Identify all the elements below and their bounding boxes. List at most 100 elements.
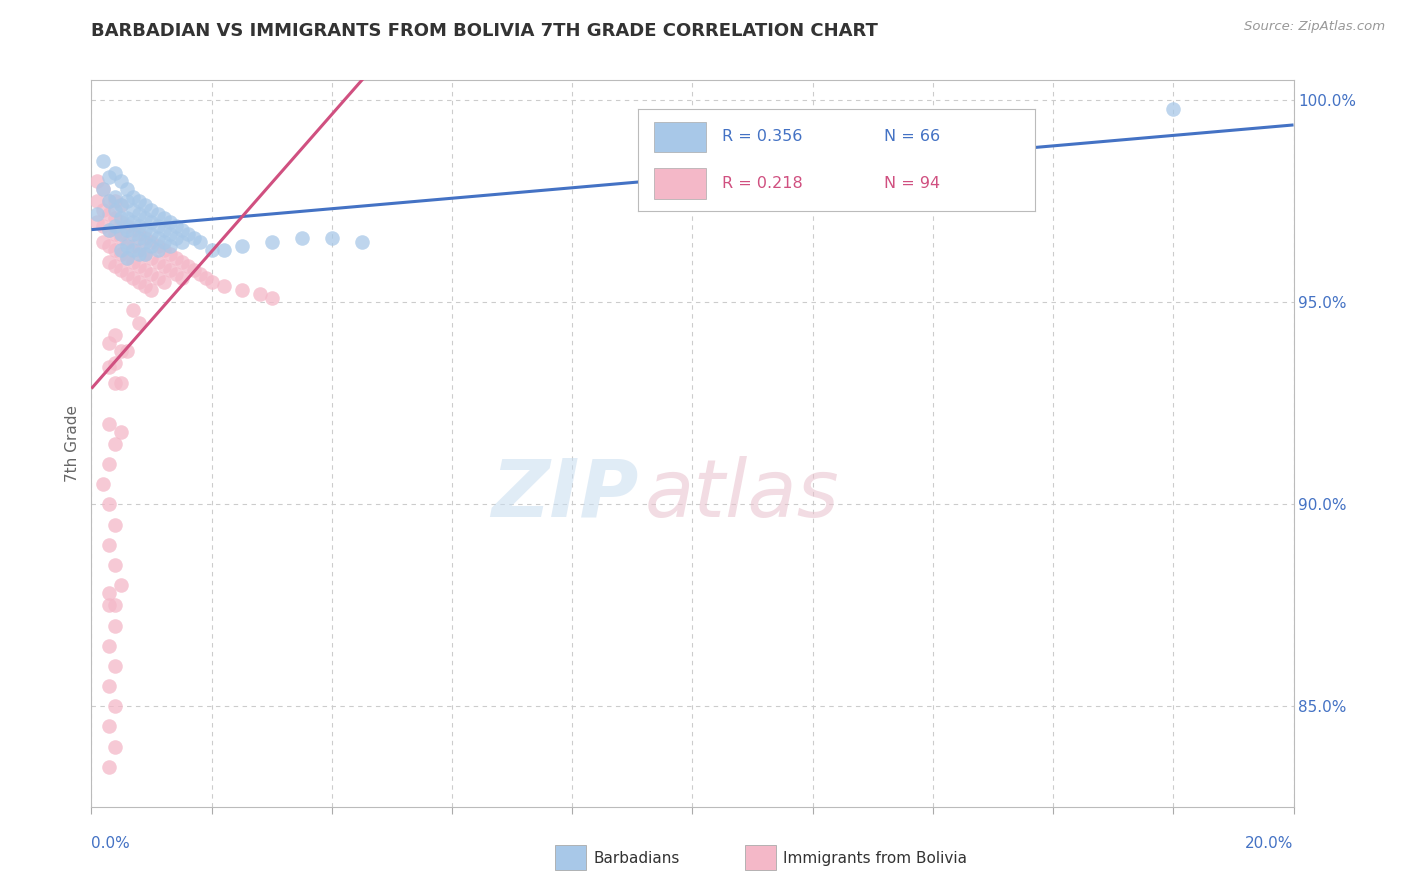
Point — [141, 235, 163, 249]
Point — [104, 166, 127, 180]
Point — [104, 243, 127, 257]
Text: ZIP: ZIP — [491, 456, 638, 533]
Point — [128, 275, 150, 289]
Point — [122, 214, 145, 228]
Point — [98, 417, 121, 431]
Point — [134, 279, 156, 293]
Point — [128, 243, 150, 257]
Point — [86, 214, 108, 228]
Point — [188, 267, 211, 281]
Point — [170, 223, 193, 237]
Point — [194, 271, 217, 285]
Point — [188, 235, 211, 249]
Point — [231, 283, 253, 297]
Point — [117, 194, 139, 209]
Point — [122, 227, 145, 241]
Point — [152, 235, 174, 249]
Point — [104, 376, 127, 391]
Point — [104, 739, 127, 754]
Point — [98, 223, 121, 237]
Point — [152, 223, 174, 237]
Point — [110, 211, 132, 225]
Point — [104, 436, 127, 450]
Point — [93, 202, 115, 217]
Point — [117, 251, 139, 265]
Point — [134, 235, 156, 249]
Point — [128, 247, 150, 261]
Point — [104, 190, 127, 204]
Point — [122, 239, 145, 253]
Point — [134, 231, 156, 245]
Text: atlas: atlas — [644, 456, 839, 533]
Point — [98, 639, 121, 653]
Point — [122, 190, 145, 204]
Point — [128, 316, 150, 330]
Point — [141, 227, 163, 241]
Point — [128, 227, 150, 241]
Point — [98, 223, 121, 237]
Point — [98, 679, 121, 693]
Point — [104, 699, 127, 714]
Point — [117, 343, 139, 358]
Point — [159, 214, 181, 228]
Point — [110, 343, 132, 358]
Point — [291, 231, 314, 245]
Point — [122, 202, 145, 217]
Point — [165, 267, 187, 281]
Point — [141, 202, 163, 217]
Point — [170, 235, 193, 249]
Point — [201, 243, 224, 257]
Point — [212, 279, 235, 293]
Point — [98, 760, 121, 774]
Point — [104, 618, 127, 632]
Point — [152, 211, 174, 225]
Point — [98, 719, 121, 733]
Point — [122, 255, 145, 269]
Text: 0.0%: 0.0% — [91, 837, 131, 851]
Point — [110, 578, 132, 592]
Point — [93, 219, 115, 233]
Text: BARBADIAN VS IMMIGRANTS FROM BOLIVIA 7TH GRADE CORRELATION CHART: BARBADIAN VS IMMIGRANTS FROM BOLIVIA 7TH… — [91, 22, 879, 40]
Point — [110, 227, 132, 241]
Point — [146, 206, 169, 220]
Point — [117, 223, 139, 237]
Point — [110, 231, 132, 245]
Point — [110, 376, 132, 391]
Point — [86, 194, 108, 209]
Point — [159, 227, 181, 241]
Point — [165, 231, 187, 245]
Y-axis label: 7th Grade: 7th Grade — [65, 405, 80, 483]
Point — [146, 243, 169, 257]
Point — [93, 154, 115, 169]
Point — [110, 198, 132, 212]
Point — [98, 359, 121, 374]
Point — [134, 263, 156, 277]
Point — [165, 251, 187, 265]
Point — [152, 259, 174, 273]
Point — [104, 227, 127, 241]
Point — [170, 271, 193, 285]
Point — [98, 497, 121, 511]
Point — [104, 558, 127, 572]
Point — [110, 214, 132, 228]
Point — [117, 267, 139, 281]
Point — [110, 425, 132, 439]
Point — [321, 231, 343, 245]
Point — [128, 206, 150, 220]
Point — [117, 239, 139, 253]
Point — [86, 174, 108, 188]
Point — [98, 239, 121, 253]
Point — [98, 586, 121, 600]
Point — [104, 219, 127, 233]
Point — [152, 275, 174, 289]
Point — [201, 275, 224, 289]
Point — [134, 198, 156, 212]
Point — [134, 223, 156, 237]
Point — [128, 259, 150, 273]
Point — [98, 206, 121, 220]
Point — [122, 223, 145, 237]
Point — [117, 211, 139, 225]
Point — [117, 235, 139, 249]
Point — [141, 239, 163, 253]
Point — [104, 599, 127, 613]
